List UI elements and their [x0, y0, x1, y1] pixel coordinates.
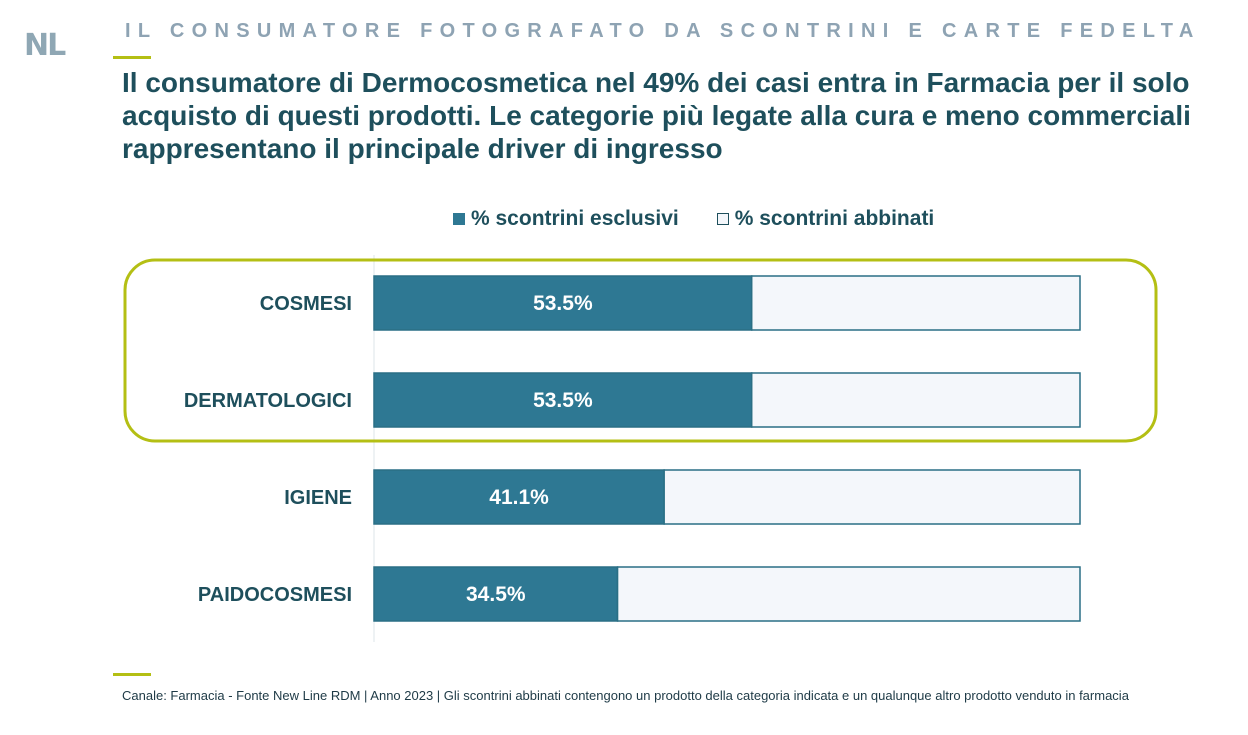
- bar-exclusive-cosmesi: [373, 275, 753, 331]
- category-label-cosmesi: COSMESI: [260, 293, 352, 315]
- legend-item-combined: % scontrini abbinati: [716, 207, 935, 231]
- source-footnote: Canale: Farmacia - Fonte New Line RDM | …: [122, 688, 1129, 703]
- brand-logo: NL: [24, 28, 66, 63]
- category-label-paidocosmesi: PAIDOCOSMESI: [198, 584, 352, 606]
- bar-combined-paidocosmesi: [616, 566, 1081, 622]
- accent-line-bottom: [113, 673, 151, 676]
- data-label-dermatologici: 53.5%: [533, 389, 593, 412]
- chart-legend: % scontrini esclusivi % scontrini abbina…: [453, 207, 934, 231]
- category-label-igiene: IGIENE: [284, 487, 352, 509]
- legend-label-combined: % scontrini abbinati: [734, 207, 935, 230]
- bar-exclusive-igiene: [373, 469, 665, 525]
- legend-item-exclusive: % scontrini esclusivi: [453, 207, 679, 231]
- legend-swatch-combined: [716, 213, 729, 225]
- bar-combined-dermatologici: [750, 372, 1081, 428]
- bar-combined-igiene: [663, 469, 1081, 525]
- data-label-paidocosmesi: 34.5%: [466, 583, 526, 606]
- category-label-dermatologici: DERMATOLOGICI: [184, 390, 352, 412]
- highlight-frame: [123, 258, 1158, 443]
- data-label-cosmesi: 53.5%: [533, 292, 593, 315]
- bar-exclusive-dermatologici: [373, 372, 753, 428]
- section-kicker: IL CONSUMATORE FOTOGRAFATO DA SCONTRINI …: [125, 20, 1201, 42]
- bar-combined-cosmesi: [750, 275, 1081, 331]
- accent-line-top: [113, 56, 151, 59]
- data-label-igiene: 41.1%: [489, 486, 549, 509]
- bar-exclusive-paidocosmesi: [373, 566, 619, 622]
- slide-headline: Il consumatore di Dermocosmetica nel 49%…: [122, 67, 1191, 164]
- legend-swatch-exclusive: [453, 213, 465, 225]
- legend-label-exclusive: % scontrini esclusivi: [471, 207, 679, 230]
